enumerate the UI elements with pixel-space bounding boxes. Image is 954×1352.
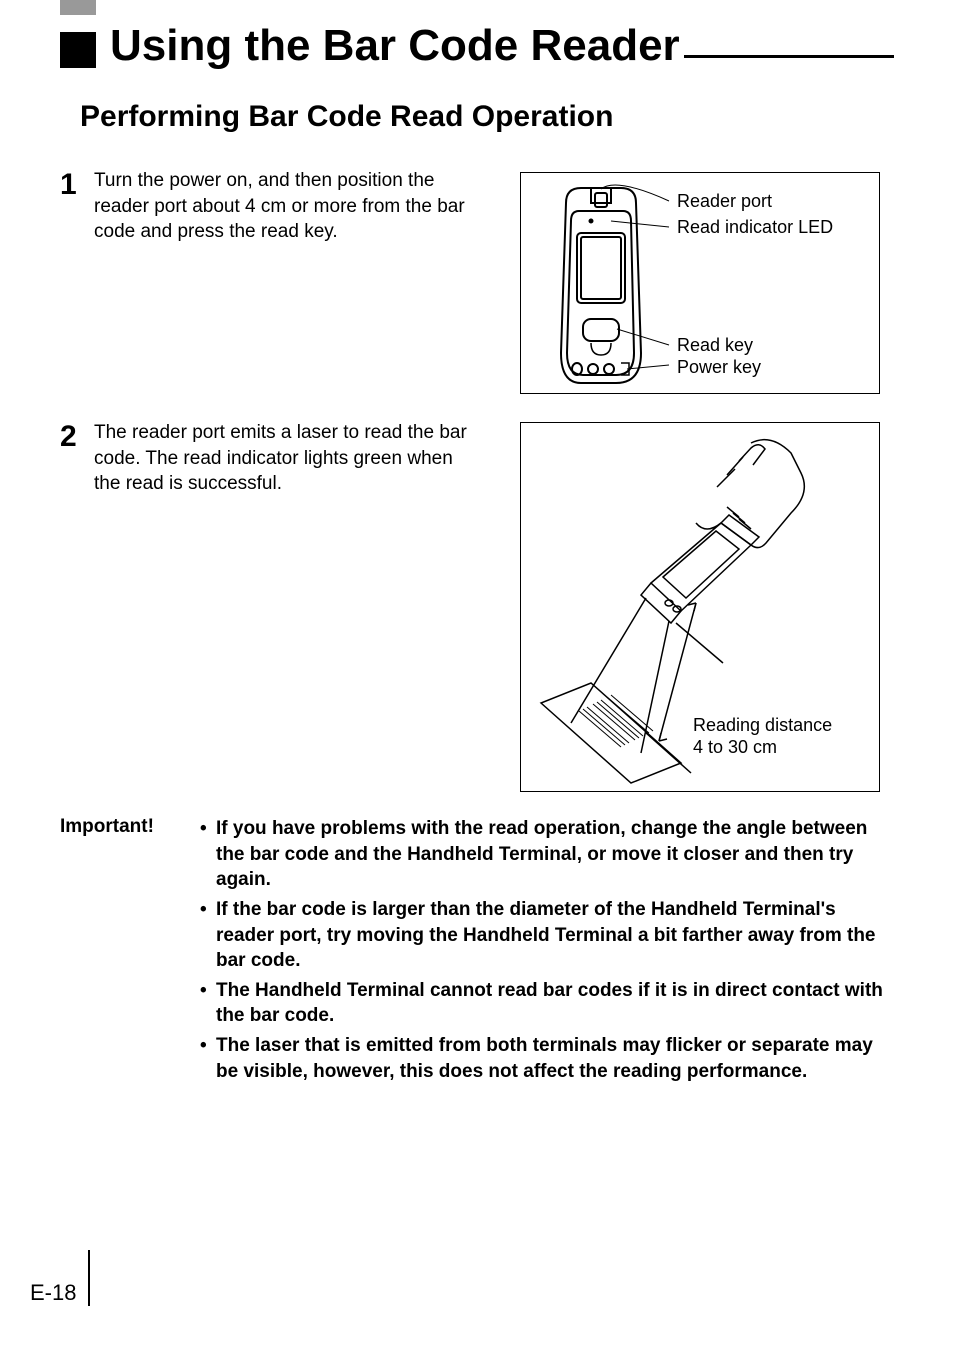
important-item: •The laser that is emitted from both ter… [200,1033,894,1084]
section-subtitle: Performing Bar Code Read Operation [80,100,613,134]
callout-read-key: Read key [677,335,753,356]
callout-read-indicator: Read indicator LED [677,217,833,238]
callout-reading-distance-1: Reading distance [693,715,832,736]
title-rule [684,55,894,58]
bullet-icon: • [200,978,216,1029]
callout-reader-port: Reader port [677,191,772,212]
figure-device-front: Reader port Read indicator LED Read key … [520,172,880,394]
important-item: •The Handheld Terminal cannot read bar c… [200,978,894,1029]
title-square-icon [60,32,96,68]
title-decoration [60,0,96,15]
step-number: 1 [60,168,94,200]
callout-reading-distance-2: 4 to 30 cm [693,737,777,758]
main-title-row: Using the Bar Code Reader [60,24,894,68]
step-number: 2 [60,420,94,452]
callout-power-key: Power key [677,357,761,378]
important-list: •If you have problems with the read oper… [200,816,894,1088]
figure-scanning: Reading distance 4 to 30 cm [520,422,880,792]
step-text: The reader port emits a laser to read th… [94,420,474,497]
important-item: •If you have problems with the read oper… [200,816,894,893]
important-text: If you have problems with the read opera… [216,816,894,893]
step-2: 2 The reader port emits a laser to read … [60,420,474,497]
important-text: The laser that is emitted from both term… [216,1033,894,1084]
page-number: E-18 [30,1250,90,1306]
important-item: •If the bar code is larger than the diam… [200,897,894,974]
important-section: Important! •If you have problems with th… [60,816,894,1088]
bullet-icon: • [200,1033,216,1084]
important-text: If the bar code is larger than the diame… [216,897,894,974]
bullet-icon: • [200,816,216,893]
page-title: Using the Bar Code Reader [110,24,680,68]
important-text: The Handheld Terminal cannot read bar co… [216,978,894,1029]
bullet-icon: • [200,897,216,974]
grey-bar [60,0,96,15]
important-label: Important! [60,816,200,838]
step-text: Turn the power on, and then position the… [94,168,474,245]
step-1: 1 Turn the power on, and then position t… [60,168,474,245]
